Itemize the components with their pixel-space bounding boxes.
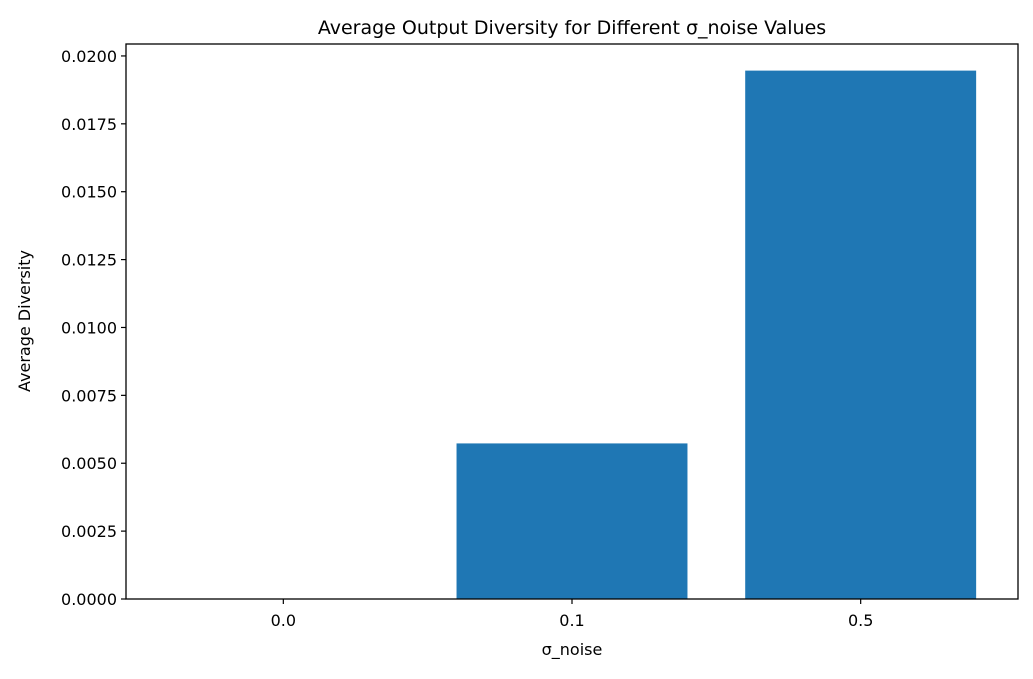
bar-0.1 <box>457 443 688 599</box>
y-tick-label: 0.0050 <box>61 454 117 473</box>
bar-0.5 <box>745 71 976 599</box>
x-tick-label: 0.1 <box>559 611 584 630</box>
y-axis-ticks: 0.0000 0.0025 0.0050 0.0075 0.0100 0.0125 0.01… <box>61 47 126 609</box>
y-tick-label: 0.0100 <box>61 318 117 337</box>
x-tick-label: 0.5 <box>848 611 873 630</box>
x-axis-label: σ_noise <box>542 640 603 660</box>
y-tick-label: 0.0125 <box>61 251 117 270</box>
x-axis-ticks: 0.0 0.1 0.5 <box>271 599 874 630</box>
y-tick-label: 0.0150 <box>61 183 117 202</box>
x-tick-label: 0.0 <box>271 611 296 630</box>
y-tick-label: 0.0075 <box>61 386 117 405</box>
y-tick-label: 0.0025 <box>61 522 117 541</box>
chart-title: Average Output Diversity for Different σ… <box>318 17 826 39</box>
y-tick-label: 0.0175 <box>61 115 117 134</box>
y-tick-label: 0.0200 <box>61 47 117 66</box>
bars-layer <box>457 71 977 599</box>
y-axis-label: Average Diversity <box>15 250 34 392</box>
y-tick-label: 0.0000 <box>61 590 117 609</box>
